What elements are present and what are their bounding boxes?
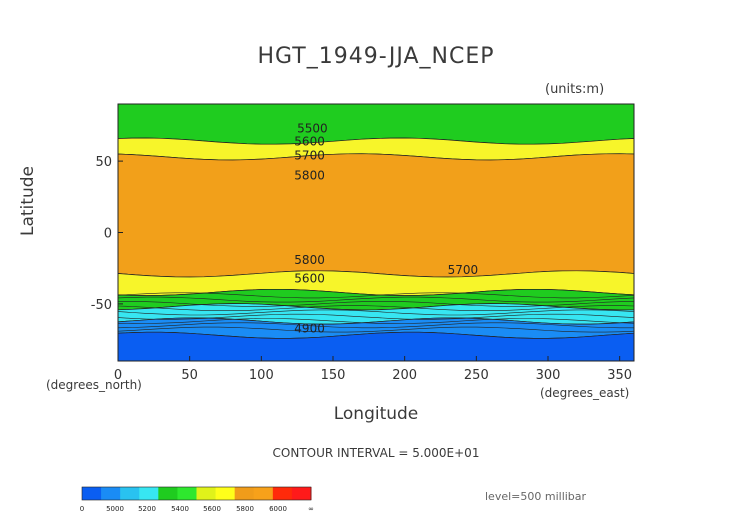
colorbar-cell — [139, 487, 159, 500]
contour-line — [117, 296, 635, 303]
colorbar-label: 0 — [80, 505, 84, 513]
colorbar-cell — [158, 487, 178, 500]
x-tick-label: 50 — [181, 368, 198, 383]
x-tick-label: 350 — [607, 368, 632, 383]
contour-label: 5700 — [294, 149, 325, 163]
units-label: (units:m) — [545, 82, 605, 97]
colorbar-cell — [177, 487, 197, 500]
contour-label: 4900 — [294, 321, 325, 335]
colorbar-cell — [196, 487, 217, 500]
y-tick-label: 50 — [95, 155, 112, 170]
colorbar-label: 5600 — [203, 505, 221, 513]
colorbar-cell — [120, 487, 140, 500]
contour-line — [117, 309, 635, 316]
contour-label: 5800 — [294, 253, 325, 267]
contour-band — [117, 153, 635, 278]
colorbar-label: 5200 — [138, 505, 156, 513]
y-tick-label: 0 — [104, 227, 112, 242]
colorbar-cell — [272, 487, 293, 500]
colorbar-cell — [234, 487, 255, 500]
colorbar-frame — [81, 486, 312, 501]
x-units-left: (degrees_north) — [46, 378, 142, 392]
x-tick-label: 100 — [249, 368, 274, 383]
contour-label: 5500 — [297, 122, 328, 136]
contour-label: 5600 — [294, 271, 325, 285]
colorbar-cell — [215, 487, 236, 500]
contour-line — [117, 322, 634, 329]
colorbar-cell — [101, 487, 121, 500]
contour-line — [117, 305, 635, 311]
colorbar-cell — [253, 487, 274, 500]
contour-line — [117, 292, 635, 299]
colorbar-label: 5000 — [106, 505, 124, 513]
x-axis-label: Longitude — [333, 404, 419, 424]
colorbar-label: ∞ — [308, 505, 314, 513]
x-tick-label: 150 — [321, 368, 346, 383]
chart-title: HGT_1949-JJA_NCEP — [257, 44, 495, 69]
colorbar-cell — [291, 487, 312, 500]
x-tick-label: 200 — [392, 368, 417, 383]
contour-line — [117, 313, 635, 320]
colorbar-label: 5800 — [236, 505, 254, 513]
x-tick-label: 300 — [536, 368, 561, 383]
contour-label: 5600 — [294, 134, 325, 148]
colorbar-label: 5400 — [171, 505, 189, 513]
contour-line — [117, 326, 635, 333]
colorbar-label: 6000 — [269, 505, 287, 513]
contour-interval-text: CONTOUR INTERVAL = 5.000E+01 — [272, 446, 480, 460]
contour-label: 5800 — [294, 169, 325, 183]
x-tick-label: 250 — [464, 368, 489, 383]
contour-line — [117, 318, 635, 324]
contour-label: 5700 — [448, 263, 479, 277]
level-text: level=500 millibar — [485, 490, 587, 503]
colorbar-cell — [82, 487, 102, 500]
x-tick-label: 0 — [114, 368, 122, 383]
y-tick-label: -50 — [91, 298, 112, 313]
contour-line — [118, 301, 635, 307]
x-units-right: (degrees_east) — [540, 386, 630, 400]
